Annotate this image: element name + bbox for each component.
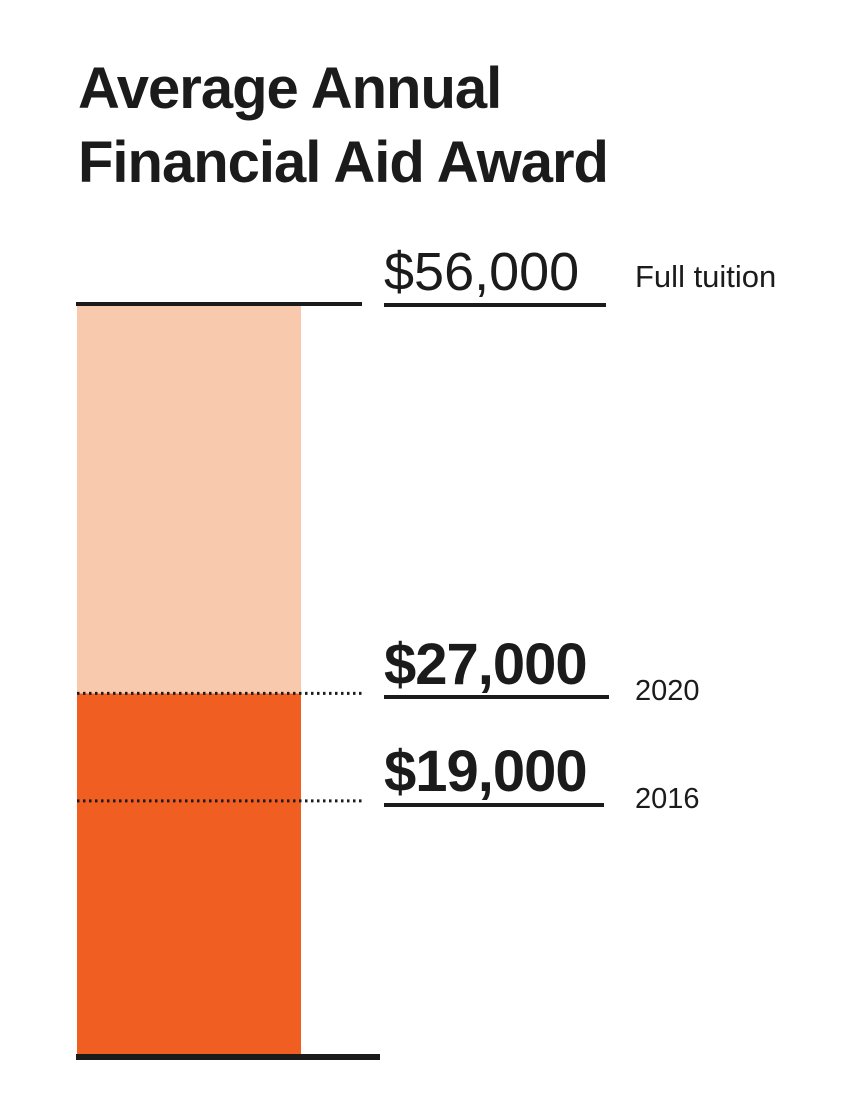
value-note-3: 2016	[635, 783, 700, 815]
bar-segment-2	[77, 304, 301, 694]
chart-title-line-1: Average Annual	[78, 56, 502, 121]
value-label-2: $27,000	[384, 632, 587, 697]
value-label-1: $56,000	[384, 242, 579, 302]
value-note-1: Full tuition	[635, 259, 776, 294]
value-note-2: 2020	[635, 675, 700, 707]
bar-segment-1	[77, 693, 301, 1056]
chart-title-line-2: Financial Aid Award	[78, 130, 609, 195]
value-label-3: $19,000	[384, 739, 587, 804]
chart-title: Average Annual Financial Aid Award	[78, 52, 609, 200]
